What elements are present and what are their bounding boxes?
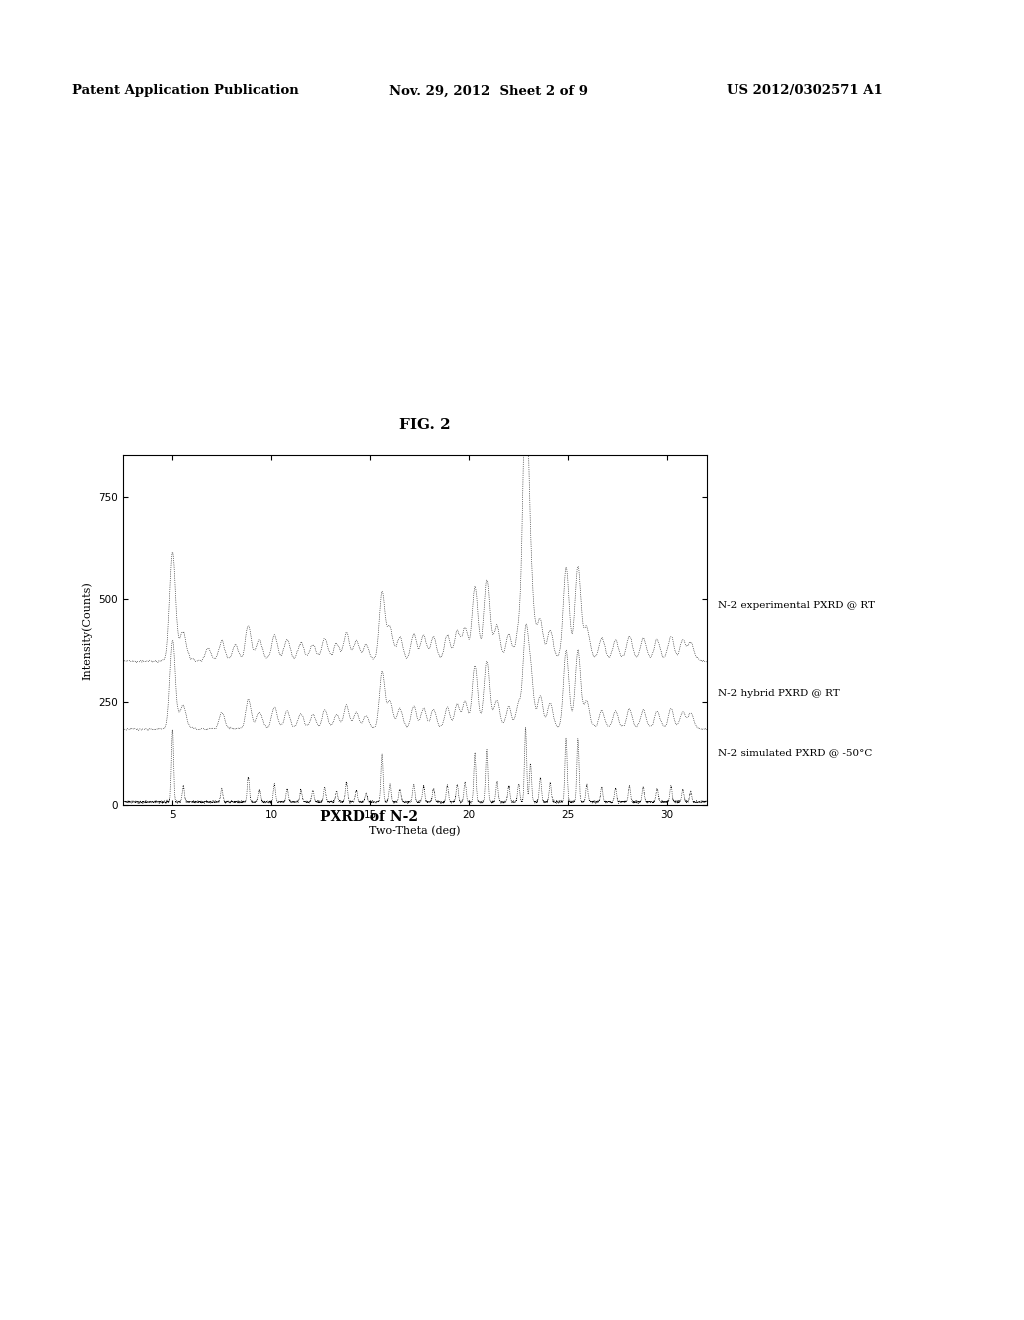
Y-axis label: Intensity(Counts): Intensity(Counts) [82,581,93,680]
Text: FIG. 2: FIG. 2 [399,418,451,432]
Text: PXRD of N-2: PXRD of N-2 [319,810,418,824]
Text: N-2 simulated PXRD @ -50°C: N-2 simulated PXRD @ -50°C [718,748,872,758]
Text: Nov. 29, 2012  Sheet 2 of 9: Nov. 29, 2012 Sheet 2 of 9 [389,84,588,98]
Text: Patent Application Publication: Patent Application Publication [72,84,298,98]
Text: N-2 hybrid PXRD @ RT: N-2 hybrid PXRD @ RT [718,689,840,698]
Text: N-2 experimental PXRD @ RT: N-2 experimental PXRD @ RT [718,602,876,610]
X-axis label: Two-Theta (deg): Two-Theta (deg) [369,825,461,836]
Text: US 2012/0302571 A1: US 2012/0302571 A1 [727,84,883,98]
